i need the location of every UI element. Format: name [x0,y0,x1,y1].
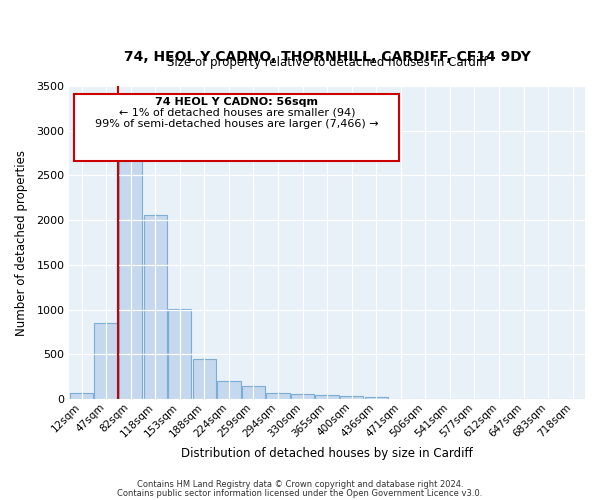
Title: 74, HEOL Y CADNO, THORNHILL, CARDIFF, CF14 9DY: 74, HEOL Y CADNO, THORNHILL, CARDIFF, CF… [124,50,530,64]
Y-axis label: Number of detached properties: Number of detached properties [15,150,28,336]
Bar [291,394,314,399]
X-axis label: Distribution of detached houses by size in Cardiff: Distribution of detached houses by size … [181,447,473,460]
Text: 74 HEOL Y CADNO: 56sqm: 74 HEOL Y CADNO: 56sqm [155,97,319,107]
Text: Contains public sector information licensed under the Open Government Licence v3: Contains public sector information licen… [118,488,482,498]
Bar [168,308,191,399]
Text: ← 1% of detached houses are smaller (94): ← 1% of detached houses are smaller (94) [119,108,355,118]
Bar [193,359,216,399]
Bar [70,393,93,399]
Bar [266,393,290,399]
Bar [217,381,241,399]
Bar [365,397,388,399]
FancyBboxPatch shape [74,94,400,161]
Text: Size of property relative to detached houses in Cardiff: Size of property relative to detached ho… [167,56,487,69]
Bar [340,396,364,399]
Bar [119,156,142,399]
Bar [94,323,118,399]
Text: 99% of semi-detached houses are larger (7,466) →: 99% of semi-detached houses are larger (… [95,119,379,129]
Bar [242,386,265,399]
Bar [316,396,339,399]
Text: Contains HM Land Registry data © Crown copyright and database right 2024.: Contains HM Land Registry data © Crown c… [137,480,463,489]
Bar [143,215,167,399]
